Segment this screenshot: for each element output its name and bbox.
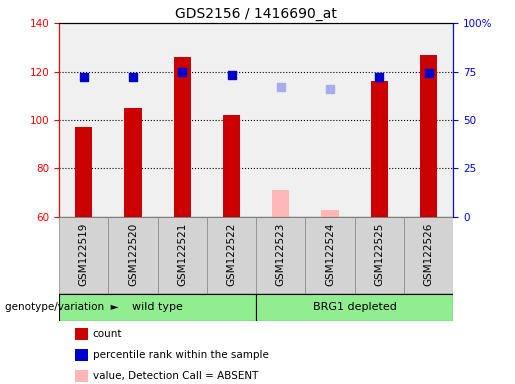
Bar	[59, 294, 256, 321]
Point	[277, 84, 285, 90]
Bar	[59, 217, 109, 294]
Text: count: count	[93, 329, 122, 339]
Text: genotype/variation  ►: genotype/variation ►	[5, 302, 119, 312]
Text: GSM122524: GSM122524	[325, 223, 335, 286]
Bar	[355, 217, 404, 294]
Bar	[371, 81, 388, 217]
Point	[80, 74, 88, 80]
Point	[178, 68, 186, 74]
Bar	[256, 294, 453, 321]
Bar	[404, 217, 453, 294]
Bar	[272, 190, 289, 217]
Bar	[420, 55, 437, 217]
Bar	[223, 115, 240, 217]
Text: GSM122522: GSM122522	[227, 223, 236, 286]
Text: GSM122523: GSM122523	[276, 223, 286, 286]
Text: GSM122526: GSM122526	[423, 223, 434, 286]
Bar	[305, 217, 355, 294]
Bar	[75, 127, 93, 217]
Title: GDS2156 / 1416690_at: GDS2156 / 1416690_at	[175, 7, 337, 21]
Text: BRG1 depleted: BRG1 depleted	[313, 302, 397, 312]
Bar	[125, 108, 142, 217]
Text: percentile rank within the sample: percentile rank within the sample	[93, 350, 269, 360]
Bar	[207, 217, 256, 294]
Point	[326, 86, 334, 92]
Text: GSM122520: GSM122520	[128, 223, 138, 286]
Point	[228, 72, 236, 78]
Text: wild type: wild type	[132, 302, 183, 312]
Bar	[321, 210, 339, 217]
Point	[129, 74, 137, 80]
Text: GSM122521: GSM122521	[177, 223, 187, 286]
Bar	[109, 217, 158, 294]
Text: value, Detection Call = ABSENT: value, Detection Call = ABSENT	[93, 371, 258, 381]
Bar	[174, 57, 191, 217]
Text: GSM122519: GSM122519	[79, 223, 89, 286]
Point	[424, 70, 433, 76]
Bar	[158, 217, 207, 294]
Text: GSM122525: GSM122525	[374, 223, 384, 286]
Point	[375, 74, 384, 80]
Bar	[256, 217, 305, 294]
